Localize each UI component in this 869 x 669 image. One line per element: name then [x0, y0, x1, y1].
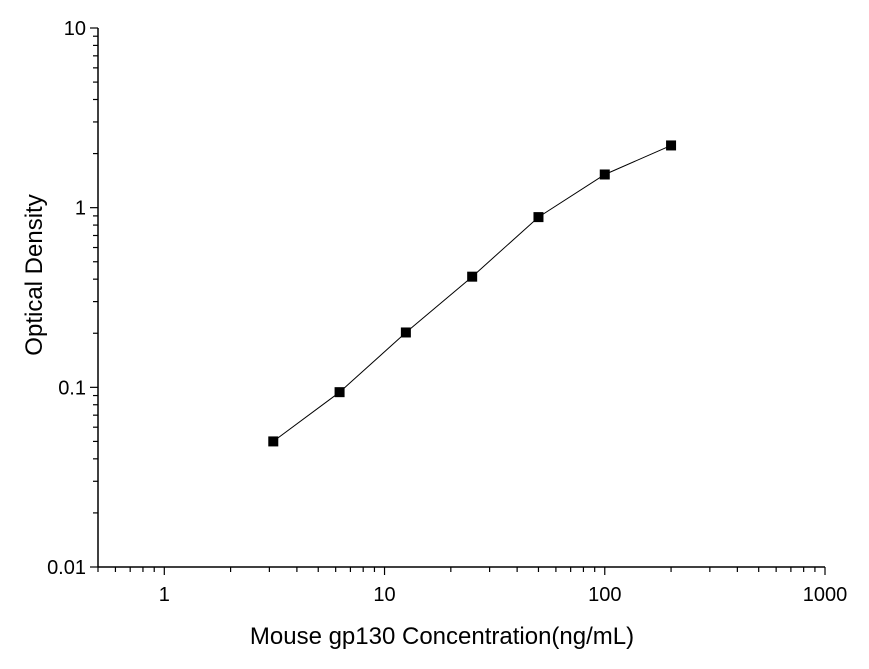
series-line [273, 144, 672, 442]
data-point-marker [334, 387, 345, 398]
y-tick-label: 0.01 [47, 557, 86, 579]
data-point-marker [599, 169, 610, 180]
data-point-marker [268, 436, 279, 447]
y-tick-label: 0.1 [58, 377, 86, 399]
data-point-marker [467, 271, 478, 282]
data-point-marker [666, 140, 677, 151]
x-axis-ticks [97, 567, 826, 575]
plot-frame [97, 28, 825, 568]
y-tick-label: 10 [64, 18, 86, 40]
y-tick-label: 1 [75, 198, 86, 220]
x-axis-tick-labels: 1 10 100 1000 [159, 584, 848, 606]
x-tick-label: 10 [373, 584, 395, 606]
y-axis-title: Optical Density [21, 194, 48, 355]
x-tick-label: 100 [588, 584, 621, 606]
y-axis-tick-labels: 0.01 0.1 1 10 [47, 18, 86, 579]
x-tick-label: 1000 [803, 584, 848, 606]
x-axis-title: Mouse gp130 Concentration(ng/mL) [250, 623, 634, 650]
data-series [268, 140, 677, 447]
data-point-marker [533, 212, 544, 223]
y-axis-ticks [90, 27, 98, 568]
x-tick-label: 1 [159, 584, 170, 606]
data-point-marker [400, 327, 411, 338]
